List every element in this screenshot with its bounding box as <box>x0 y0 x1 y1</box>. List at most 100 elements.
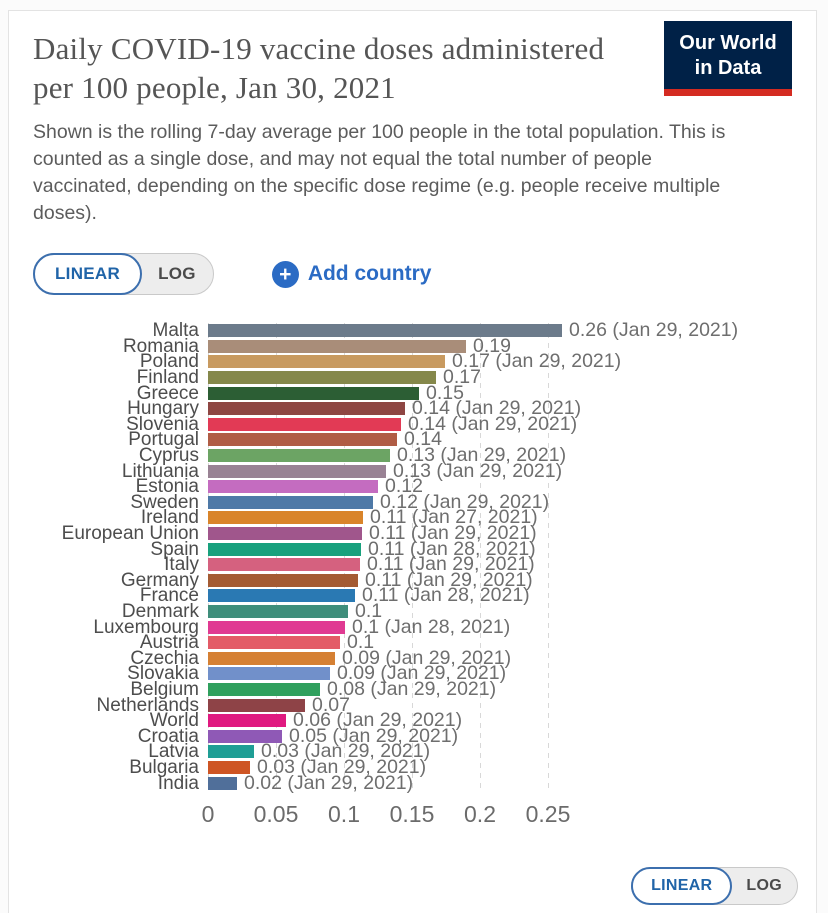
bar-track: 0.17 <box>208 366 792 389</box>
chart-row: Malta 0.26 (Jan 29, 2021) <box>33 319 792 342</box>
value-label: 0.17 <box>443 366 481 389</box>
chart-card: Daily COVID-19 vaccine doses administere… <box>8 10 817 913</box>
country-label[interactable]: Slovenia <box>126 413 199 435</box>
bar[interactable] <box>208 604 348 618</box>
country-label[interactable]: European Union <box>61 523 199 545</box>
country-label[interactable]: Finland <box>136 367 199 389</box>
country-label[interactable]: India <box>157 772 199 794</box>
country-label[interactable]: Sweden <box>130 491 199 513</box>
bar[interactable] <box>208 636 340 650</box>
bar[interactable] <box>208 698 305 712</box>
bar-track: 0.06 (Jan 29, 2021) <box>208 710 792 730</box>
bar[interactable] <box>208 386 419 400</box>
bar[interactable] <box>208 667 330 681</box>
country-label[interactable]: Ireland <box>140 507 199 529</box>
bar[interactable] <box>208 464 386 478</box>
linear-button-bottom[interactable]: LINEAR <box>631 867 733 905</box>
chart-row: Spain 0.11 (Jan 28, 2021) <box>33 538 792 560</box>
country-label[interactable]: Lithuania <box>121 460 199 482</box>
chart-row: India 0.02 (Jan 29, 2021) <box>33 772 792 794</box>
country-label[interactable]: Greece <box>136 382 199 404</box>
owid-logo-stripe <box>664 89 792 96</box>
country-label[interactable]: Romania <box>122 335 199 357</box>
bar-track: 0.11 (Jan 28, 2021) <box>208 539 792 558</box>
log-button-bottom[interactable]: LOG <box>731 868 797 904</box>
country-label[interactable]: Estonia <box>135 476 199 498</box>
country-label[interactable]: France <box>139 585 199 607</box>
value-label: 0.1 <box>355 599 383 622</box>
country-label[interactable]: Malta <box>152 320 199 342</box>
bar[interactable] <box>208 527 362 541</box>
country-label[interactable]: Portugal <box>128 429 199 451</box>
page-title: Daily COVID-19 vaccine doses administere… <box>33 31 605 105</box>
country-label[interactable]: Netherlands <box>96 694 199 716</box>
country-label[interactable]: Luxembourg <box>93 616 199 638</box>
chart-row: Lithuania 0.13 (Jan 29, 2021) <box>33 459 792 482</box>
bar-track: 0.11 (Jan 27, 2021) <box>208 506 792 529</box>
x-tick-label: 0 <box>201 801 215 827</box>
country-label[interactable]: Denmark <box>121 600 199 622</box>
country-label[interactable]: World <box>149 710 199 732</box>
chart-row: Germany 0.11 (Jan 29, 2021) <box>33 569 792 591</box>
linear-button-top[interactable]: LINEAR <box>33 253 143 295</box>
bar[interactable] <box>208 449 390 463</box>
log-button-top[interactable]: LOG <box>141 254 213 294</box>
country-label[interactable]: Hungary <box>127 398 199 420</box>
bar-track: 0.02 (Jan 29, 2021) <box>208 773 792 792</box>
bar[interactable] <box>208 480 378 494</box>
country-label[interactable]: Bulgaria <box>129 756 199 778</box>
bar[interactable] <box>208 776 237 790</box>
bar-track: 0.12 (Jan 29, 2021) <box>208 492 792 512</box>
owid-logo-line1: Our World <box>679 32 777 54</box>
country-label[interactable]: Italy <box>164 554 199 576</box>
country-label[interactable]: Germany <box>120 569 199 591</box>
bar-track: 0.03 (Jan 29, 2021) <box>208 742 792 761</box>
bar[interactable] <box>208 589 355 603</box>
bar[interactable] <box>208 542 361 556</box>
bar[interactable] <box>208 339 466 353</box>
country-label[interactable]: Belgium <box>130 678 199 700</box>
x-tick-label: 0.25 <box>525 801 571 827</box>
country-label[interactable]: Cyprus <box>138 445 199 467</box>
country-label[interactable]: Czechia <box>130 647 199 669</box>
bar[interactable] <box>208 760 250 774</box>
value-label: 0.13 (Jan 29, 2021) <box>393 459 563 482</box>
chart-row: Romania 0.19 <box>33 334 792 357</box>
country-label[interactable]: Austria <box>139 632 199 654</box>
country-label[interactable]: Slovakia <box>127 663 199 685</box>
chart-row: Hungary 0.14 (Jan 29, 2021) <box>33 398 792 420</box>
value-label: 0.1 <box>347 631 375 654</box>
country-label[interactable]: Spain <box>150 538 199 560</box>
bar[interactable] <box>208 714 286 728</box>
bar[interactable] <box>208 417 401 431</box>
scale-toggle-top: LINEAR LOG <box>33 253 214 295</box>
value-label: 0.19 <box>473 334 511 357</box>
bar[interactable] <box>208 620 345 634</box>
bar-track: 0.14 (Jan 29, 2021) <box>208 399 792 418</box>
bar[interactable] <box>208 402 405 416</box>
bar[interactable] <box>208 558 360 572</box>
country-label[interactable]: Latvia <box>148 741 199 763</box>
country-label[interactable]: Croatia <box>137 725 199 747</box>
bar[interactable] <box>208 433 397 447</box>
chart-row: Croatia 0.05 (Jan 29, 2021) <box>33 725 792 747</box>
chart-row: Luxembourg 0.1 (Jan 28, 2021) <box>33 616 792 638</box>
value-label: 0.26 (Jan 29, 2021) <box>569 319 739 342</box>
country-label[interactable]: Poland <box>139 351 199 373</box>
bar[interactable] <box>208 729 282 743</box>
bar[interactable] <box>208 651 335 665</box>
bar[interactable] <box>208 371 436 385</box>
bar-track: 0.11 (Jan 29, 2021) <box>208 554 792 574</box>
owid-logo[interactable]: Our World in Data <box>664 21 792 96</box>
add-country-button[interactable]: + Add country <box>271 260 431 288</box>
bar-track: 0.05 (Jan 29, 2021) <box>208 726 792 745</box>
bar[interactable] <box>208 324 562 338</box>
bar[interactable] <box>208 682 320 696</box>
bar[interactable] <box>208 495 373 509</box>
bar[interactable] <box>208 511 363 525</box>
bar[interactable] <box>208 573 358 587</box>
bar[interactable] <box>208 745 254 759</box>
value-label: 0.11 (Jan 27, 2021) <box>370 506 538 529</box>
bar[interactable] <box>208 355 445 369</box>
chart-row: Cyprus 0.13 (Jan 29, 2021) <box>33 445 792 467</box>
